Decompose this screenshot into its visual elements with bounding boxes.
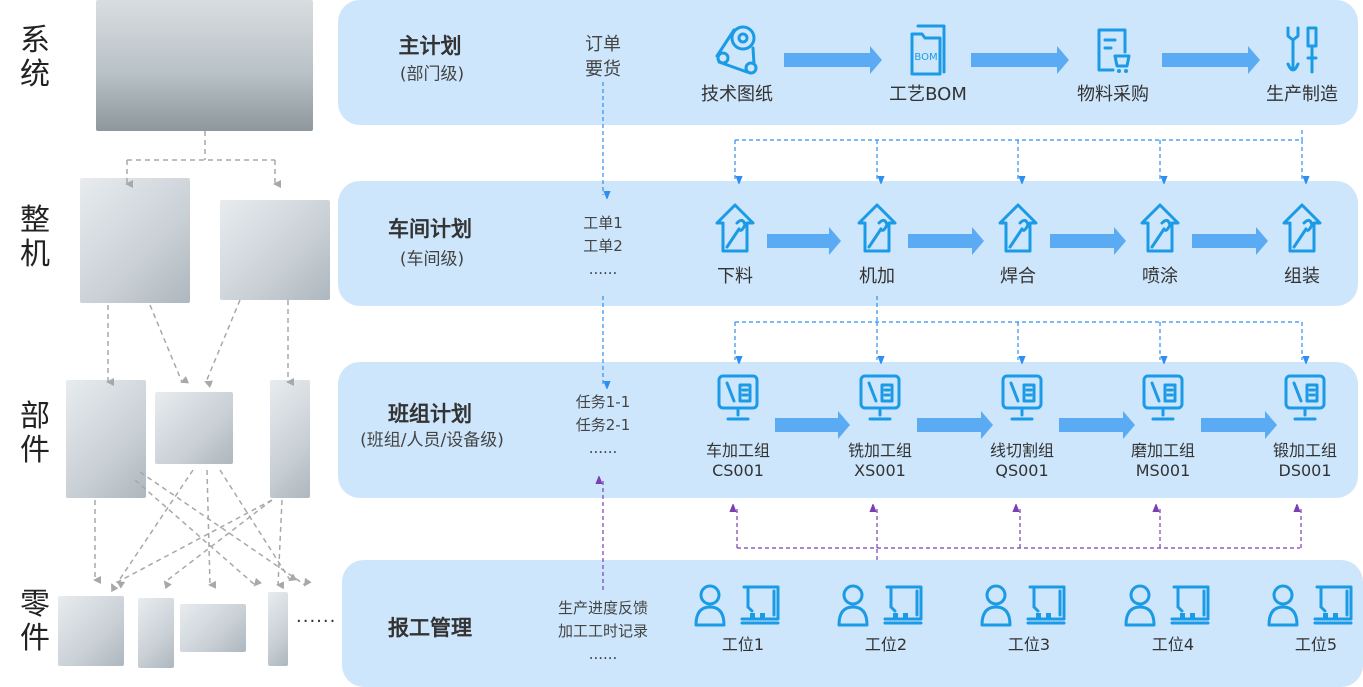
machine-photo-2 [220,200,330,300]
part-photo-1 [58,596,124,666]
worker-machine-icon [1124,583,1210,627]
component-photo-3 [270,380,310,498]
workshop-plan-note: 工单1 [583,214,623,232]
worker-machine-icon [1267,583,1353,627]
house-wrench-icon [713,203,757,253]
team-plan-note: 任务1-1 [575,393,631,411]
team-plan-step-label: QS001 [995,461,1049,480]
bom-folder-icon: BOM [908,24,948,76]
feedback-links [603,480,1302,590]
svg-text:BOM: BOM [914,52,937,63]
workshop-plan-step-label: 喷涂 [1142,266,1178,287]
work-report-note: 加工工时记录 [557,622,649,640]
workshop-plan-step-label: 机加 [859,266,895,287]
flow-arrow-icon [1050,227,1126,259]
panel-team-plan [338,362,1358,498]
monitor-tools-icon [716,373,760,423]
work-report-step-label: 工位4 [1151,635,1195,654]
flow-arrow-icon [784,46,882,78]
team-plan-step-label: XS001 [854,461,906,480]
work-report-step-label: 工位3 [1007,635,1051,654]
flow-arrow-icon [908,227,984,259]
master-plan-subtitle: (部门级) [399,64,465,85]
team-plan-step-label: 铣加工组 [847,441,913,460]
part-photo-2 [138,598,174,668]
house-wrench-icon [855,203,899,253]
flow-arrow-icon [767,227,841,259]
team-plan-step-label: CS001 [712,461,764,480]
side-label-machine: 整机 [20,203,50,272]
flow-arrow-icon [917,411,993,443]
flow-arrow-icon [971,46,1069,78]
master-plan-title: 主计划 [398,34,462,58]
master-plan-step-label: 物料采购 [1077,84,1149,105]
belt-drive-icon [713,24,761,76]
monitor-tools-icon [1283,373,1327,423]
team-plan-note-ellipsis: ...... [588,439,618,457]
team-plan-note: 任务2-1 [575,416,631,434]
component-photo-2 [155,392,233,464]
monitor-tools-icon [858,373,902,423]
worker-machine-icon [837,583,923,627]
component-photo-1 [66,380,146,498]
side-label-component: 部件 [20,399,50,468]
team-plan-step-label: 锻加工组 [1272,441,1338,460]
worker-machine-icon [980,583,1066,627]
work-report-step-label: 工位1 [721,635,765,654]
wrench-screwdriver-icon [1282,24,1322,76]
panel-workshop-plan [338,181,1358,306]
team-plan-step-label: 线切割组 [989,441,1055,460]
monitor-tools-icon [1000,373,1044,423]
work-report-step-label: 工位2 [864,635,908,654]
workshop-plan-note-ellipsis: ...... [588,260,618,278]
system-photo [96,0,313,131]
workshop-plan-step-label: 组装 [1284,266,1320,287]
team-plan-title: 班组计划 [388,402,472,426]
parts-more-ellipsis: ...... [296,606,337,627]
workshop-plan-subtitle: (车间级) [399,249,465,270]
master-plan-note: 要货 [585,59,621,80]
part-photo-4 [268,592,288,666]
workshop-plan-step-label: 下料 [717,266,753,287]
master-plan-step-label: 生产制造 [1266,84,1338,105]
work-report-title: 报工管理 [388,616,472,640]
worker-machine-icon [694,583,780,627]
master-plan-note: 订单 [585,34,621,55]
machine-photo-1 [80,178,190,303]
master-plan-step-label: 工艺BOM [889,84,967,105]
flow-arrow-icon [1162,46,1260,78]
work-report-step-label: 工位5 [1294,635,1338,654]
flow-arrow-icon [775,411,850,443]
team-plan-step-label: 磨加工组 [1130,441,1196,460]
flow-arrow-icon [1201,411,1277,443]
master-plan-step-label: 技术图纸 [701,84,773,105]
team-plan-step-label: MS001 [1135,461,1191,480]
team-plan-subtitle: (班组/人员/设备级) [360,430,504,451]
work-report-note-ellipsis: ...... [588,645,618,663]
hierarchy-links [93,131,312,593]
side-label-part: 零件 [20,587,50,656]
work-report-note: 生产进度反馈 [557,599,649,617]
side-label-system: 系统 [20,23,50,92]
house-wrench-icon [996,203,1040,253]
team-plan-step-label: DS001 [1278,461,1332,480]
part-photo-3 [180,604,246,652]
monitor-tools-icon [1141,373,1185,423]
house-wrench-icon [1138,203,1182,253]
workshop-plan-note: 工单2 [583,237,623,255]
plan-links [602,82,1302,385]
flow-arrow-icon [1192,227,1268,259]
team-plan-step-label: 车加工组 [705,441,771,460]
purchase-cart-icon [1093,26,1133,74]
house-wrench-icon [1280,203,1324,253]
workshop-plan-step-label: 焊合 [1000,266,1036,287]
workshop-plan-title: 车间计划 [388,217,472,241]
flow-arrow-icon [1059,411,1135,443]
